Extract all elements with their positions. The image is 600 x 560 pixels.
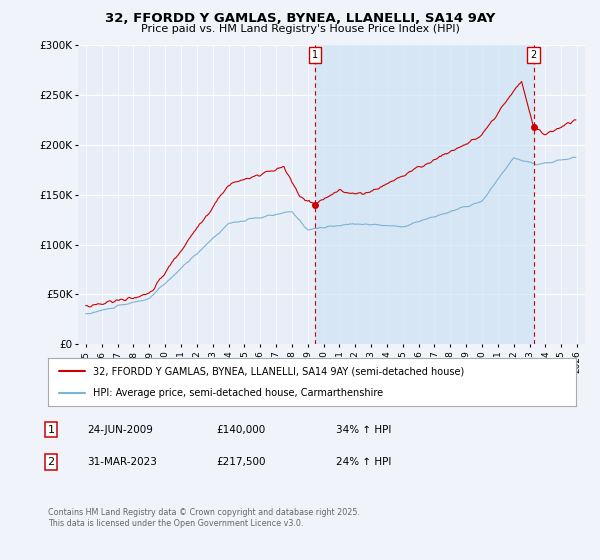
Text: 31-MAR-2023: 31-MAR-2023	[87, 457, 157, 467]
Text: 34% ↑ HPI: 34% ↑ HPI	[336, 424, 391, 435]
Text: £140,000: £140,000	[216, 424, 265, 435]
Text: 2: 2	[530, 50, 536, 60]
Text: 24% ↑ HPI: 24% ↑ HPI	[336, 457, 391, 467]
Text: 24-JUN-2009: 24-JUN-2009	[87, 424, 153, 435]
Text: £217,500: £217,500	[216, 457, 265, 467]
Text: HPI: Average price, semi-detached house, Carmarthenshire: HPI: Average price, semi-detached house,…	[93, 388, 383, 398]
Text: 32, FFORDD Y GAMLAS, BYNEA, LLANELLI, SA14 9AY (semi-detached house): 32, FFORDD Y GAMLAS, BYNEA, LLANELLI, SA…	[93, 366, 464, 376]
Text: 32, FFORDD Y GAMLAS, BYNEA, LLANELLI, SA14 9AY: 32, FFORDD Y GAMLAS, BYNEA, LLANELLI, SA…	[105, 12, 495, 25]
Text: 2: 2	[47, 457, 55, 467]
Text: 1: 1	[47, 424, 55, 435]
Text: Contains HM Land Registry data © Crown copyright and database right 2025.
This d: Contains HM Land Registry data © Crown c…	[48, 508, 360, 528]
Text: 1: 1	[312, 50, 319, 60]
Text: Price paid vs. HM Land Registry's House Price Index (HPI): Price paid vs. HM Land Registry's House …	[140, 24, 460, 34]
Bar	[316, 45, 533, 344]
